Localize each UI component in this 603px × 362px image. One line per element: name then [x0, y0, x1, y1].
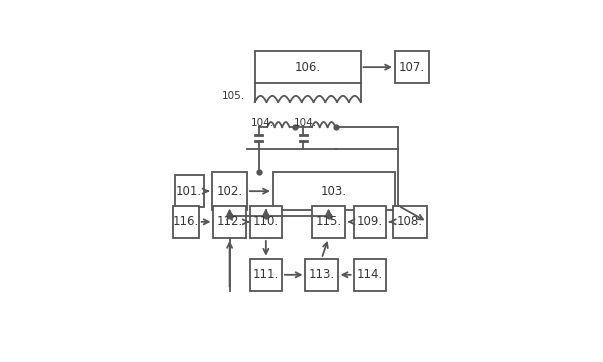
- Bar: [353, 258, 386, 291]
- Bar: [250, 258, 282, 291]
- Text: 104.: 104.: [294, 118, 317, 128]
- Bar: [250, 206, 282, 238]
- Text: 109.: 109.: [357, 215, 383, 228]
- Text: 107.: 107.: [399, 60, 425, 73]
- Text: 105.: 105.: [222, 90, 245, 101]
- Bar: [395, 51, 429, 83]
- Text: 114.: 114.: [357, 268, 383, 281]
- Text: 106.: 106.: [295, 60, 321, 73]
- Text: 115.: 115.: [315, 215, 342, 228]
- Bar: [175, 175, 204, 207]
- Bar: [312, 206, 345, 238]
- Text: 110.: 110.: [253, 215, 279, 228]
- Text: 113.: 113.: [309, 268, 335, 281]
- Text: 112.: 112.: [216, 215, 243, 228]
- Text: 104.: 104.: [250, 118, 274, 128]
- Bar: [213, 206, 246, 238]
- Text: 102.: 102.: [216, 185, 242, 198]
- Text: 103.: 103.: [321, 185, 347, 198]
- Bar: [273, 172, 396, 210]
- Text: 101.: 101.: [176, 185, 202, 198]
- Bar: [393, 206, 427, 238]
- Bar: [353, 206, 386, 238]
- Text: 108.: 108.: [397, 215, 423, 228]
- Bar: [173, 206, 198, 238]
- Bar: [212, 172, 247, 210]
- Text: 116.: 116.: [172, 215, 199, 228]
- Bar: [305, 258, 338, 291]
- Text: 111.: 111.: [253, 268, 279, 281]
- Bar: [254, 51, 361, 83]
